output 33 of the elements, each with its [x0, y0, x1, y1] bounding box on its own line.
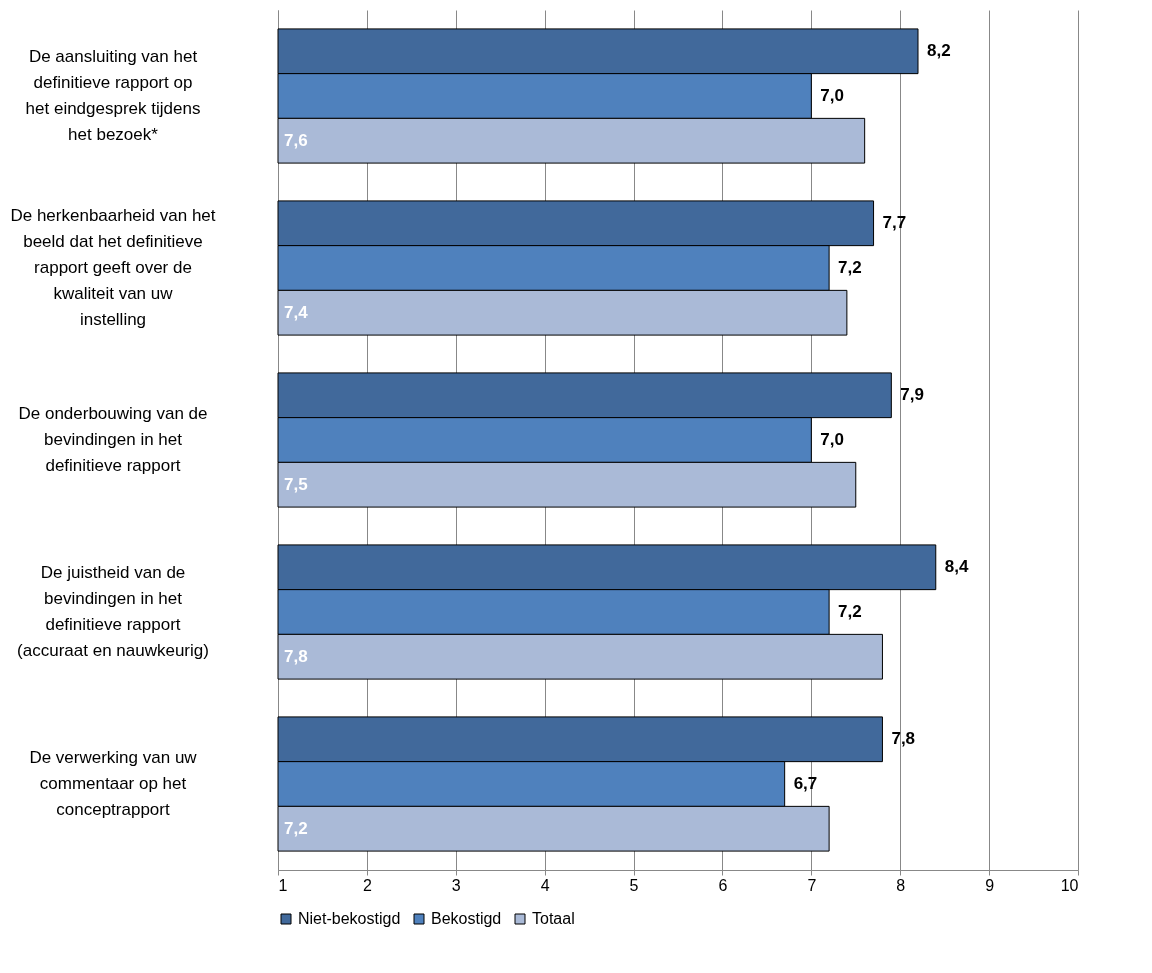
x-tick-label: 8 — [896, 876, 906, 894]
data-label: 7,8 — [284, 646, 308, 666]
data-label: 7,2 — [838, 602, 862, 621]
data-label: 7,0 — [820, 430, 844, 449]
y-tick-label: De aansluiting van het definitieve rapport op het eindgesprek tijdens het bezoek* — [25, 47, 201, 144]
legend-label: Totaal — [532, 910, 575, 927]
x-tick-label: 9 — [985, 876, 995, 894]
data-label: 7,5 — [284, 474, 308, 494]
data-label: 7,6 — [284, 130, 308, 150]
y-tick-label: De juistheid van de bevindingen in het definitieve rapport (accuraat en nauwkeurig) — [17, 563, 209, 660]
y-tick-label: De onderbouwing van de bevindingen in het definitieve rapport — [18, 404, 208, 475]
data-label: 7,7 — [882, 213, 907, 233]
x-tick-label: 7 — [807, 876, 817, 894]
data-label: 7,8 — [891, 729, 916, 749]
y-tick-label: De herkenbaarheid van het beeld dat het definitieve rapport geeft over de kwaliteit van uw instelling — [10, 206, 216, 329]
x-tick-label: 6 — [718, 876, 728, 894]
x-tick-label: 1 — [278, 876, 288, 894]
data-label: 7,4 — [284, 302, 309, 322]
x-tick-label: 10 — [1060, 876, 1079, 894]
data-label: 7,2 — [838, 258, 862, 277]
data-label: 7,0 — [820, 86, 844, 105]
data-label: 8,4 — [944, 557, 969, 577]
x-tick-label: 4 — [540, 876, 550, 894]
legend-label: Bekostigd — [431, 910, 502, 927]
legend-label: Niet-bekostigd — [298, 910, 401, 927]
data-label: 7,9 — [900, 385, 924, 405]
x-tick-label: 3 — [451, 876, 461, 894]
y-tick-label: De verwerking van uw commentaar op het conceptrapport — [29, 748, 198, 819]
data-label: 8,2 — [927, 41, 951, 61]
data-label: 7,2 — [284, 818, 308, 838]
x-tick-label: 5 — [629, 876, 639, 894]
x-tick-label: 2 — [362, 876, 372, 894]
data-label: 6,7 — [793, 774, 818, 793]
